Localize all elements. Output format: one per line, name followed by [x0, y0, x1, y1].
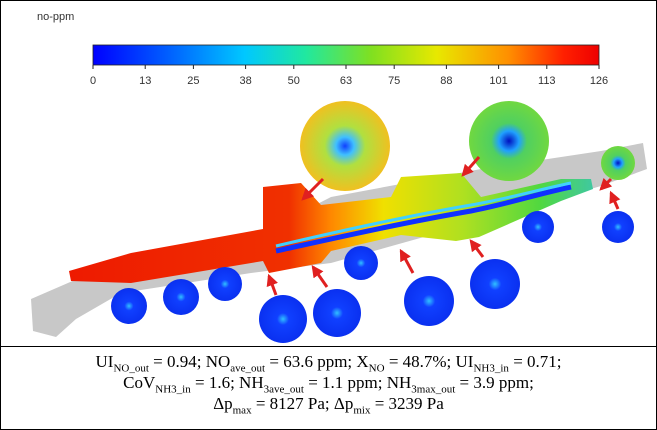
- caption-subscript: max: [232, 404, 252, 417]
- caption-text: = 1.1 ppm; NH: [303, 373, 412, 392]
- section-disc: [601, 146, 635, 180]
- colorbar-tick-label: 126: [590, 75, 608, 87]
- section-disc: [522, 211, 554, 243]
- section-disc: [313, 289, 361, 337]
- caption-text: = 0.94; NO: [148, 352, 231, 371]
- section-disc: [602, 211, 634, 243]
- caption-subscript: 3max_out: [411, 383, 456, 396]
- caption-text: = 63.6 ppm; X: [265, 352, 369, 371]
- section-disc: [163, 279, 199, 315]
- colorbar-tick-label: 0: [90, 75, 96, 87]
- caption-subscript: NH3_in: [155, 383, 191, 396]
- section-disc: [470, 259, 520, 309]
- caption-subscript: ave_out: [230, 362, 266, 375]
- caption-text: CoV: [123, 373, 156, 392]
- caption-subscript: 3ave_out: [263, 383, 304, 396]
- colorbar-tick-label: 38: [239, 75, 251, 87]
- colorbar-label: no-ppm: [37, 11, 74, 23]
- caption-text: = 48.7%; UI: [384, 352, 474, 371]
- caption-text: = 3239 Pa: [370, 394, 444, 413]
- caption-subscript: NO: [368, 362, 385, 375]
- section-disc: [344, 246, 378, 280]
- colorbar-tick-label: 101: [489, 75, 507, 87]
- low-no-streak-edge: [275, 181, 572, 248]
- colorbar-tick-label: 113: [538, 75, 556, 87]
- mixer-body: [69, 173, 593, 283]
- contour-figure: no-ppm 0 13 25 38 50 63 75 88 101 113 126: [31, 11, 647, 343]
- colorbar-tick-label: 50: [288, 75, 300, 87]
- colorbar: [92, 44, 600, 66]
- caption-subscript: mix: [353, 404, 371, 417]
- arrows: [266, 156, 621, 296]
- section-disc: [469, 101, 549, 181]
- caption-subscript: NH3_in: [473, 362, 509, 375]
- separator: [1, 346, 656, 347]
- section-disc: [208, 267, 242, 301]
- colorbar-ticks: 0 13 25 38 50 63 75 88 101 113 126: [90, 65, 608, 87]
- colorbar-tick-label: 75: [388, 75, 400, 87]
- caption-text: UI: [95, 352, 114, 371]
- section-disc: [300, 101, 390, 191]
- section-disc: [259, 295, 307, 343]
- caption-line: UINO_out = 0.94; NOave_out = 63.6 ppm; X…: [1, 351, 656, 375]
- caption-text: = 0.71;: [508, 352, 562, 371]
- caption-text: = 3.9 ppm;: [455, 373, 534, 392]
- caption-text: = 1.6; NH: [190, 373, 264, 392]
- section-disc: [111, 288, 147, 324]
- colorbar-tick-label: 88: [440, 75, 452, 87]
- caption-text: = 8127 Pa; Δp: [251, 394, 354, 413]
- colorbar-tick-label: 13: [139, 75, 151, 87]
- colorbar-tick-label: 25: [187, 75, 199, 87]
- low-no-streak: [275, 184, 572, 254]
- caption-text: Δp: [213, 394, 233, 413]
- colorbar-tick-label: 63: [340, 75, 352, 87]
- caption-line: CoVNH3_in = 1.6; NH3ave_out = 1.1 ppm; N…: [1, 372, 656, 396]
- caption-line: Δpmax = 8127 Pa; Δpmix = 3239 Pa: [1, 393, 656, 417]
- caption: UINO_out = 0.94; NOave_out = 63.6 ppm; X…: [1, 351, 656, 417]
- caption-subscript: NO_out: [113, 362, 149, 375]
- section-disc: [404, 276, 454, 326]
